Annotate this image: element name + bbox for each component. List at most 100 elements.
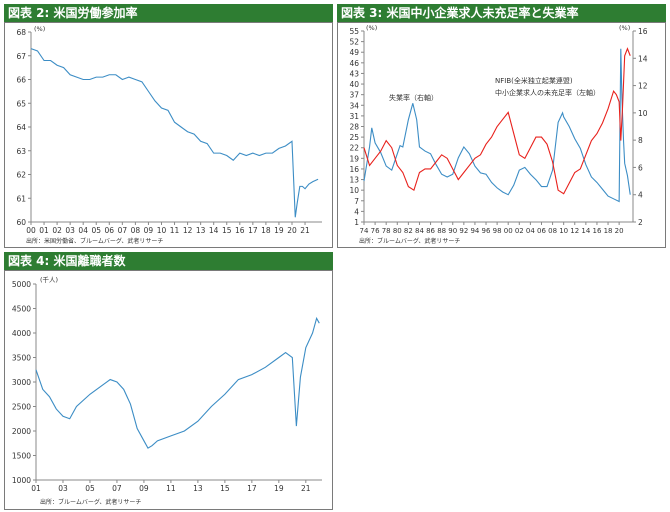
x-tick-label: 17 — [248, 226, 258, 235]
y-tick-label: 67 — [16, 52, 26, 61]
chart-frame — [4, 22, 333, 248]
y-tick-label: 68 — [16, 28, 26, 37]
x-tick-label: 15 — [220, 484, 230, 493]
x-tick-label: 86 — [426, 227, 435, 235]
left-tick-label: 49 — [349, 48, 359, 57]
x-tick-label: 21 — [301, 484, 311, 493]
x-tick-label: 03 — [65, 226, 75, 235]
right-tick-label: 6 — [638, 163, 643, 172]
y-tick-label: 1000 — [12, 476, 31, 485]
left-tick-label: 4 — [354, 207, 359, 216]
left-tick-label: 16 — [349, 165, 359, 174]
left-tick-label: 22 — [349, 144, 359, 153]
x-tick-label: 11 — [170, 226, 180, 235]
y-tick-label: 64 — [16, 123, 26, 132]
x-tick-label: 06 — [105, 226, 115, 235]
x-tick-label: 19 — [274, 226, 284, 235]
x-tick-label: 10 — [559, 227, 568, 235]
left-tick-label: 55 — [349, 27, 359, 36]
y-tick-label: 60 — [16, 218, 26, 227]
x-tick-label: 21 — [300, 226, 310, 235]
x-tick-label: 19 — [274, 484, 284, 493]
right-tick-label: 14 — [638, 54, 648, 63]
y-tick-label: 3500 — [12, 354, 31, 363]
x-tick-label: 76 — [371, 227, 380, 235]
x-tick-label: 18 — [261, 226, 271, 235]
x-tick-label: 01 — [39, 226, 49, 235]
unit-label-right: (%) — [619, 24, 630, 32]
y-tick-label: 2000 — [12, 427, 31, 436]
x-tick-label: 13 — [196, 226, 206, 235]
y-tick-label: 1500 — [12, 452, 31, 461]
x-tick-label: 84 — [415, 227, 424, 235]
left-tick-label: 13 — [349, 176, 359, 185]
chart-panel-quits: 図表 4: 米国離職者数 1000 1500 2000 2500 3000 3500 400… — [4, 252, 333, 510]
x-tick-label: 88 — [437, 227, 446, 235]
x-tick-label: 15 — [222, 226, 232, 235]
y-tick-label: 4500 — [12, 305, 31, 314]
left-tick-label: 31 — [349, 112, 359, 121]
right-tick-label: 12 — [638, 82, 648, 91]
chart-panel-nfib-unemployment: 図表 3: 米国中小企業求人未充足率と失業率 1 4 7 10 13 16 19 22 25 28… — [337, 4, 666, 248]
x-tick-label: 82 — [404, 227, 413, 235]
right-tick-label: 4 — [638, 191, 643, 200]
unit-label: (%) — [34, 25, 45, 33]
x-tick-label: 04 — [526, 227, 535, 235]
right-tick-label: 2 — [638, 218, 643, 227]
x-tick-label: 14 — [581, 227, 590, 235]
left-tick-label: 46 — [349, 59, 359, 68]
left-tick-label: 28 — [349, 123, 359, 132]
series-line — [35, 316, 320, 449]
source-note: 出所：米国労働省、ブルームバーグ、武者リサーチ — [26, 237, 163, 245]
chart-header: 図表 2: 米国労働参加率 — [4, 4, 333, 22]
x-tick-label: 16 — [592, 227, 601, 235]
x-tick-label: 11 — [166, 484, 176, 493]
left-tick-label: 52 — [349, 38, 359, 47]
x-tick-label: 09 — [139, 484, 149, 493]
chart-svg: 1000 1500 2000 2500 3000 3500 4000 4500 5000 01 03… — [12, 275, 322, 506]
chart-header: 図表 4: 米国離職者数 — [4, 252, 333, 270]
left-tick-label: 43 — [349, 69, 359, 78]
x-tick-label: 17 — [247, 484, 257, 493]
x-tick-label: 98 — [493, 227, 502, 235]
x-tick-label: 96 — [482, 227, 491, 235]
x-tick-label: 05 — [85, 484, 95, 493]
x-tick-label: 20 — [615, 227, 624, 235]
x-tick-label: 07 — [112, 484, 122, 493]
x-tick-label: 13 — [193, 484, 203, 493]
x-tick-label: 10 — [157, 226, 167, 235]
x-tick-label: 12 — [570, 227, 579, 235]
x-tick-label: 05 — [91, 226, 101, 235]
x-tick-label: 78 — [382, 227, 391, 235]
source-note: 出所：ブルームバーグ、武者リサーチ — [359, 237, 460, 245]
x-tick-label: 14 — [209, 226, 219, 235]
x-tick-label: 06 — [537, 227, 546, 235]
chart-header: 図表 3: 米国中小企業求人未充足率と失業率 — [337, 4, 666, 22]
x-tick-label: 08 — [131, 226, 141, 235]
unit-label: (千人) — [40, 275, 58, 284]
x-tick-label: 16 — [235, 226, 245, 235]
series-line-nfib — [363, 47, 631, 195]
y-tick-label: 62 — [16, 171, 26, 180]
x-tick-label: 20 — [287, 226, 297, 235]
y-tick-label: 66 — [16, 76, 26, 85]
right-tick-label: 16 — [638, 27, 648, 36]
y-tick-label: 63 — [16, 147, 26, 156]
left-tick-label: 40 — [349, 80, 359, 89]
unit-label-left: (%) — [366, 24, 377, 32]
label-nfib-line2: 中小企業求人の未充足率（左軸） — [495, 88, 600, 97]
chart-frame — [4, 270, 333, 510]
chart-svg: 60 61 62 63 64 65 66 67 68 00 01 02 03 04 05 06 07 08 09 10… — [16, 25, 322, 245]
chart-svg: 1471013161922252831343740434649525524681… — [349, 24, 648, 245]
x-tick-label: 74 — [360, 227, 369, 235]
x-tick-label: 80 — [393, 227, 402, 235]
right-tick-label: 10 — [638, 109, 648, 118]
left-tick-label: 10 — [349, 186, 359, 195]
x-tick-label: 02 — [52, 226, 62, 235]
y-tick-label: 65 — [16, 99, 26, 108]
x-tick-label: 02 — [515, 227, 524, 235]
x-tick-label: 07 — [118, 226, 128, 235]
left-tick-label: 37 — [349, 91, 359, 100]
y-tick-label: 5000 — [12, 280, 31, 289]
chart-frame — [337, 22, 666, 248]
